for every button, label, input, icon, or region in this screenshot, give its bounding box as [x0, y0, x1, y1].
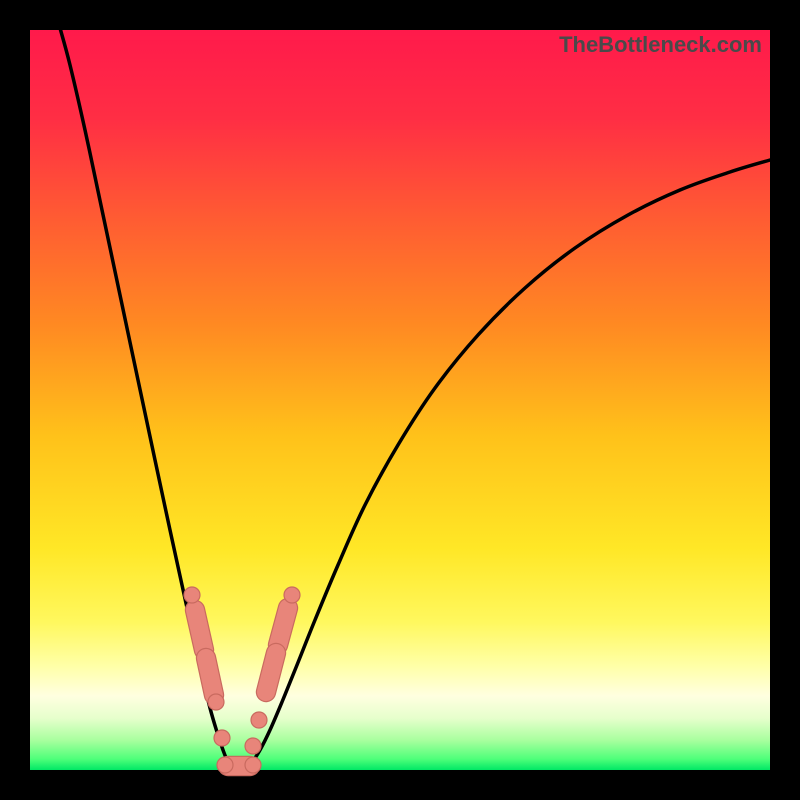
marker-dot	[184, 587, 200, 603]
marker-capsule	[278, 608, 288, 645]
marker-capsule	[195, 610, 204, 650]
bottleneck-curve	[30, 30, 770, 770]
marker-capsule	[266, 653, 276, 692]
watermark-text: TheBottleneck.com	[559, 32, 762, 58]
v-curve-path	[60, 28, 770, 770]
marker-dot	[217, 757, 233, 773]
marker-dot	[214, 730, 230, 746]
plot-area: TheBottleneck.com	[30, 30, 770, 770]
marker-group	[184, 587, 300, 773]
marker-dot	[208, 694, 224, 710]
marker-dot	[284, 587, 300, 603]
marker-dot	[245, 738, 261, 754]
marker-dot	[245, 757, 261, 773]
marker-capsule	[206, 658, 214, 695]
marker-dot	[251, 712, 267, 728]
